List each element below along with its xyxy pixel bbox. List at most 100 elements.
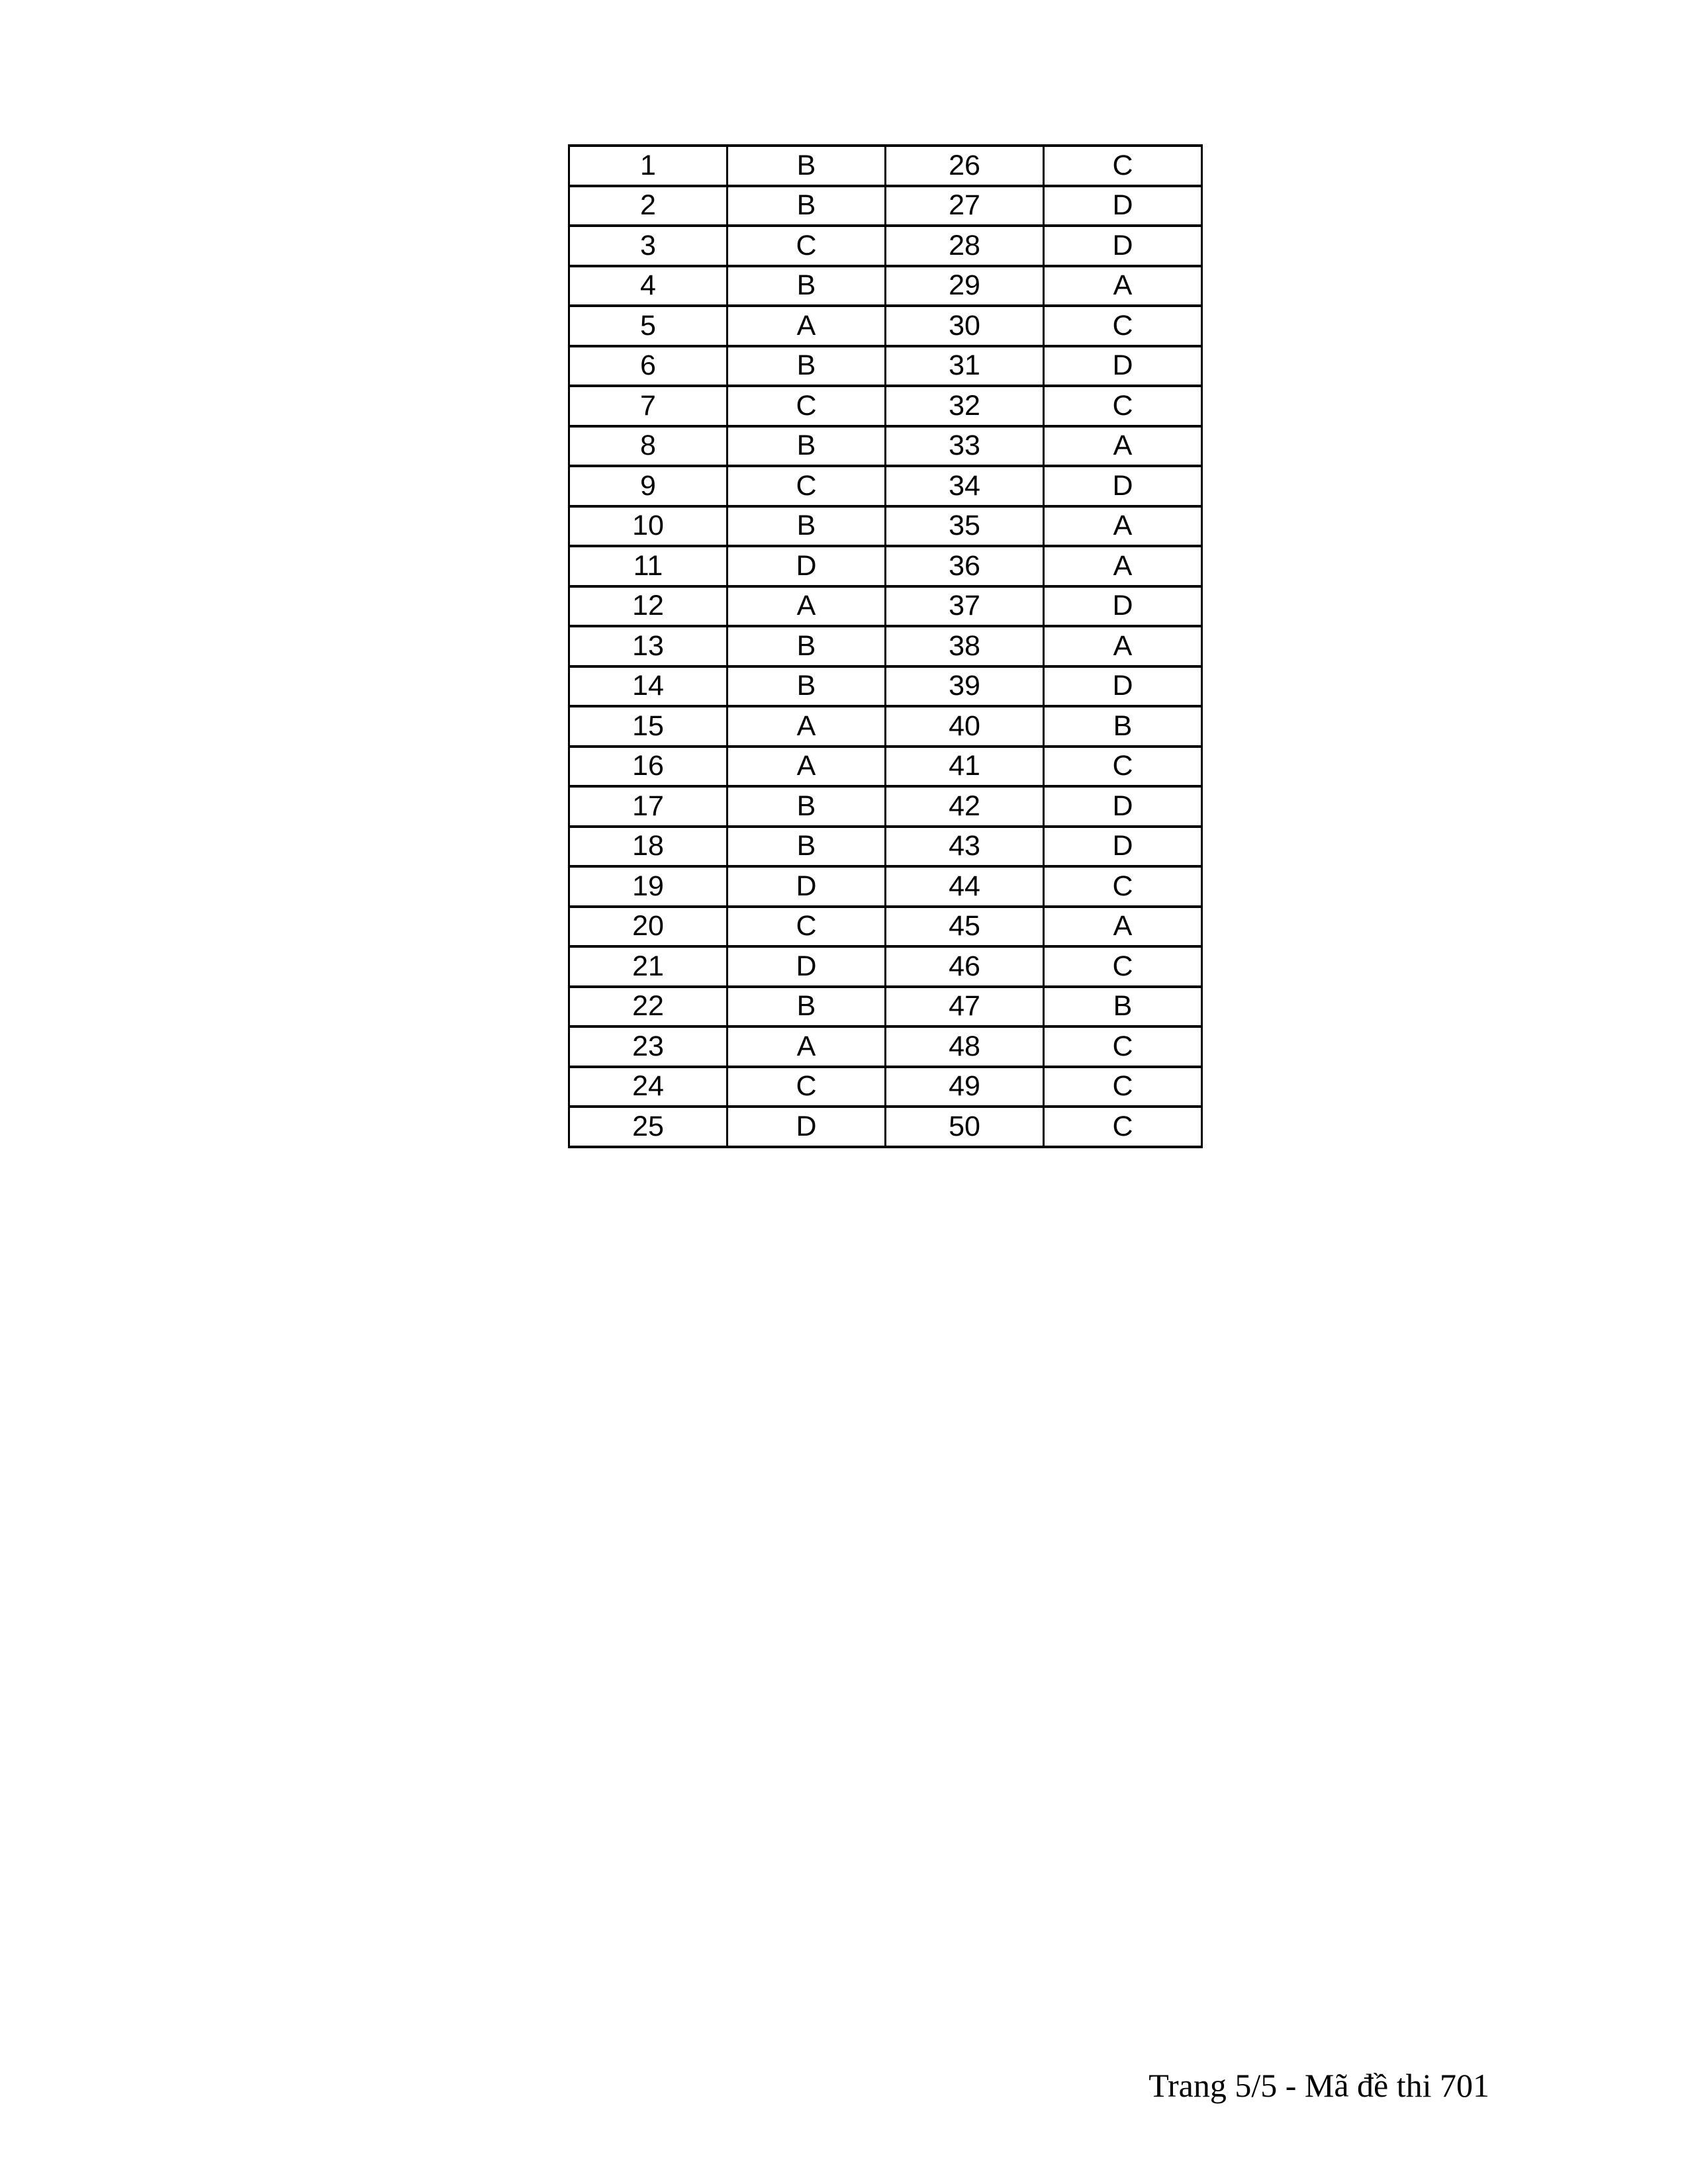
page-footer: Trang 5/5 - Mã đề thi 701 (1149, 2067, 1489, 2104)
answer-letter-cell: D (1043, 224, 1203, 267)
answer-letter-cell: C (1043, 865, 1203, 908)
question-number-cell: 45 (884, 905, 1045, 948)
question-number-cell: 12 (568, 584, 728, 627)
answer-letter-cell: D (726, 545, 886, 588)
table-row: 12 A 37 D (568, 584, 1203, 627)
table-row: 24 C 49 C (568, 1065, 1203, 1108)
question-number-cell: 11 (568, 545, 728, 588)
question-number-cell: 50 (884, 1105, 1045, 1148)
answer-letter-cell: B (726, 144, 886, 187)
question-number-cell: 38 (884, 625, 1045, 668)
answer-letter-cell: B (1043, 705, 1203, 748)
answer-letter-cell: C (1043, 1105, 1203, 1148)
question-number-cell: 20 (568, 905, 728, 948)
answer-letter-cell: A (1043, 504, 1203, 547)
table-row: 6 B 31 D (568, 344, 1203, 387)
question-number-cell: 23 (568, 1025, 728, 1068)
answer-letter-cell: B (726, 664, 886, 707)
question-number-cell: 49 (884, 1065, 1045, 1108)
answer-letter-cell: A (1043, 264, 1203, 307)
question-number-cell: 17 (568, 785, 728, 828)
answer-letter-cell: C (1043, 945, 1203, 988)
answer-letter-cell: A (1043, 625, 1203, 668)
table-row: 2 B 27 D (568, 184, 1203, 227)
question-number-cell: 40 (884, 705, 1045, 748)
question-number-cell: 21 (568, 945, 728, 988)
answer-letter-cell: A (726, 304, 886, 347)
table-row: 23 A 48 C (568, 1025, 1203, 1068)
answer-letter-cell: D (1043, 465, 1203, 508)
question-number-cell: 5 (568, 304, 728, 347)
question-number-cell: 14 (568, 664, 728, 707)
table-row: 3 C 28 D (568, 224, 1203, 267)
answer-letter-cell: A (1043, 424, 1203, 467)
answer-letter-cell: B (726, 985, 886, 1028)
question-number-cell: 4 (568, 264, 728, 307)
answer-letter-cell: B (726, 504, 886, 547)
question-number-cell: 48 (884, 1025, 1045, 1068)
answer-letter-cell: C (726, 1065, 886, 1108)
question-number-cell: 26 (884, 144, 1045, 187)
answer-letter-cell: D (726, 1105, 886, 1148)
question-number-cell: 42 (884, 785, 1045, 828)
question-number-cell: 34 (884, 465, 1045, 508)
question-number-cell: 44 (884, 865, 1045, 908)
answer-letter-cell: D (1043, 664, 1203, 707)
answer-letter-cell: C (1043, 745, 1203, 788)
answer-letter-cell: B (726, 184, 886, 227)
question-number-cell: 47 (884, 985, 1045, 1028)
table-row: 15 A 40 B (568, 705, 1203, 748)
table-row: 20 C 45 A (568, 905, 1203, 948)
question-number-cell: 31 (884, 344, 1045, 387)
answer-letter-cell: A (726, 705, 886, 748)
question-number-cell: 13 (568, 625, 728, 668)
table-row: 25 D 50 C (568, 1105, 1203, 1148)
answer-letter-cell: C (1043, 1025, 1203, 1068)
answer-letter-cell: D (1043, 825, 1203, 868)
table-row: 16 A 41 C (568, 745, 1203, 788)
question-number-cell: 8 (568, 424, 728, 467)
answer-letter-cell: C (1043, 304, 1203, 347)
answer-letter-cell: C (726, 905, 886, 948)
answer-letter-cell: A (726, 1025, 886, 1068)
answer-letter-cell: D (1043, 584, 1203, 627)
table-row: 7 C 32 C (568, 385, 1203, 428)
question-number-cell: 41 (884, 745, 1045, 788)
question-number-cell: 43 (884, 825, 1045, 868)
question-number-cell: 19 (568, 865, 728, 908)
answer-letter-cell: A (1043, 905, 1203, 948)
table-row: 17 B 42 D (568, 785, 1203, 828)
table-row: 13 B 38 A (568, 625, 1203, 668)
table-row: 4 B 29 A (568, 264, 1203, 307)
question-number-cell: 18 (568, 825, 728, 868)
table-row: 5 A 30 C (568, 304, 1203, 347)
question-number-cell: 22 (568, 985, 728, 1028)
answer-letter-cell: B (726, 625, 886, 668)
question-number-cell: 6 (568, 344, 728, 387)
table-row: 8 B 33 A (568, 424, 1203, 467)
question-number-cell: 33 (884, 424, 1045, 467)
answer-letter-cell: A (1043, 545, 1203, 588)
answer-letter-cell: C (726, 465, 886, 508)
question-number-cell: 37 (884, 584, 1045, 627)
answer-letter-cell: A (726, 584, 886, 627)
answer-letter-cell: C (726, 224, 886, 267)
question-number-cell: 15 (568, 705, 728, 748)
question-number-cell: 25 (568, 1105, 728, 1148)
answer-letter-cell: B (726, 825, 886, 868)
answer-letter-cell: B (726, 344, 886, 387)
answer-letter-cell: C (1043, 144, 1203, 187)
question-number-cell: 30 (884, 304, 1045, 347)
answer-letter-cell: B (1043, 985, 1203, 1028)
table-row: 10 B 35 A (568, 504, 1203, 547)
question-number-cell: 39 (884, 664, 1045, 707)
question-number-cell: 32 (884, 385, 1045, 428)
question-number-cell: 9 (568, 465, 728, 508)
answer-letter-cell: B (726, 424, 886, 467)
answer-letter-cell: D (726, 945, 886, 988)
table-row: 22 B 47 B (568, 985, 1203, 1028)
table-row: 14 B 39 D (568, 664, 1203, 707)
question-number-cell: 24 (568, 1065, 728, 1108)
question-number-cell: 35 (884, 504, 1045, 547)
answer-letter-cell: B (726, 785, 886, 828)
